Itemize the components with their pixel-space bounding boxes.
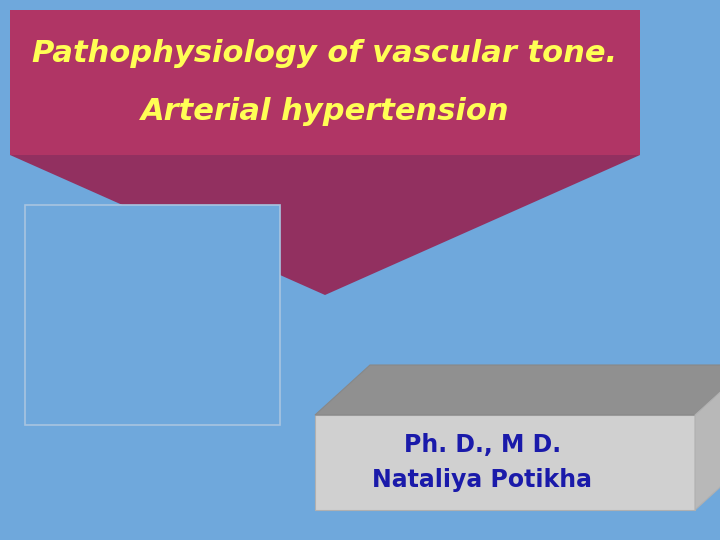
Polygon shape	[315, 365, 720, 415]
FancyBboxPatch shape	[10, 10, 640, 155]
Polygon shape	[695, 365, 720, 510]
FancyBboxPatch shape	[25, 205, 280, 425]
Text: Pathophysiology of vascular tone.: Pathophysiology of vascular tone.	[32, 39, 618, 68]
Text: Ph. D., M D.: Ph. D., M D.	[404, 434, 561, 457]
FancyBboxPatch shape	[315, 415, 695, 510]
Text: Nataliya Potikha: Nataliya Potikha	[372, 468, 593, 491]
Polygon shape	[10, 155, 640, 295]
Text: Arterial hypertension: Arterial hypertension	[140, 97, 509, 126]
